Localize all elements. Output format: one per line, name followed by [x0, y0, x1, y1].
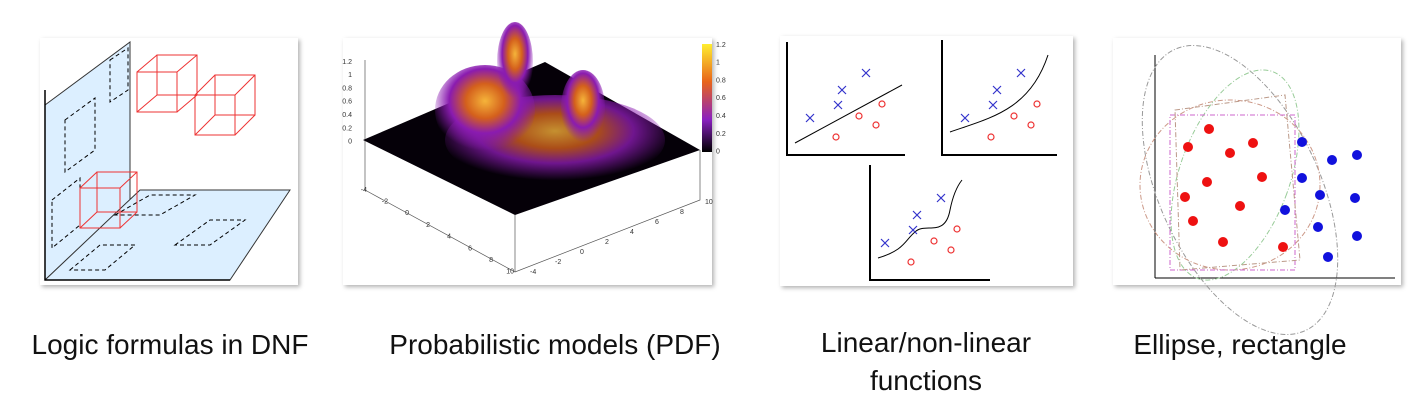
- circle-marker: [1027, 121, 1035, 129]
- blue-dot: [1352, 150, 1362, 160]
- circle-marker: [878, 100, 886, 108]
- blue-dot: [1297, 137, 1307, 147]
- cross-marker: [861, 68, 871, 78]
- z-tick-label: 0.2: [342, 125, 352, 132]
- x-tick-label: 4: [447, 234, 451, 241]
- cross-marker: [880, 238, 890, 248]
- blue-dot: [1315, 190, 1325, 200]
- cross-marker: [805, 113, 815, 123]
- cross-marker: [837, 85, 847, 95]
- red-dot: [1183, 142, 1193, 152]
- x-tick-label: 2: [426, 222, 430, 229]
- red-dot: [1248, 138, 1258, 148]
- z-tick-label: 1.2: [342, 59, 352, 66]
- caption: Linear/non-linear functions: [820, 327, 1032, 396]
- y-tick-label: 0: [580, 249, 584, 256]
- y-tick-label: 10: [705, 199, 713, 206]
- z-tick-label: 0.8: [342, 85, 352, 92]
- circle-marker: [947, 246, 955, 254]
- circle-marker: [1033, 100, 1041, 108]
- red-dot: [1202, 177, 1212, 187]
- z-tick-label: 0: [348, 139, 352, 146]
- functions-illustration: [780, 36, 1073, 286]
- y-tick-label: -2: [555, 259, 561, 266]
- cross-marker: [908, 225, 918, 235]
- cross-marker: [988, 100, 998, 110]
- circle-marker: [855, 112, 863, 120]
- red-dot: [1218, 237, 1228, 247]
- cross-marker: [960, 113, 970, 123]
- z-tick-label: 1: [348, 72, 352, 79]
- cross-marker: [992, 85, 1002, 95]
- circle-marker: [872, 121, 880, 129]
- blue-dot: [1352, 231, 1362, 241]
- colorbar-tick-label: 0.2: [716, 131, 726, 138]
- blue-dot: [1323, 252, 1333, 262]
- cross-marker: [833, 100, 843, 110]
- circle-marker: [907, 258, 915, 266]
- z-tick-label: 0.6: [342, 99, 352, 106]
- ellipse-illustration: [1113, 38, 1401, 335]
- blue-dot: [1350, 193, 1360, 203]
- blue-dot: [1297, 173, 1307, 183]
- circle-marker: [953, 225, 961, 233]
- red-dot: [1204, 124, 1214, 134]
- colorbar-tick-label: 1.2: [716, 42, 726, 49]
- x-tick-label: 0: [405, 210, 409, 217]
- red-dot: [1278, 242, 1288, 252]
- circle-marker: [987, 133, 995, 141]
- red-dot: [1225, 148, 1235, 158]
- x-tick-label: 8: [489, 257, 493, 264]
- caption: Probabilistic models (PDF): [389, 329, 721, 360]
- z-tick-label: 0.4: [342, 112, 352, 119]
- blue-dot: [1313, 222, 1323, 232]
- cross-marker: [1016, 68, 1026, 78]
- caption: Ellipse, rectangle: [1133, 329, 1347, 360]
- x-tick-label: -4: [361, 187, 367, 194]
- cross-marker: [912, 210, 922, 220]
- circle-marker: [1010, 112, 1018, 120]
- pdf-illustration: 1.2 1 0.8 0.6 0.4 0.2 0 1.2 1 0.8 0.6 0.4 0.2 0 -4 -2 0 2…: [342, 22, 726, 285]
- red-dot: [1180, 192, 1190, 202]
- y-tick-label: 4: [630, 229, 634, 236]
- red-dot: [1188, 216, 1198, 226]
- red-dot: [1257, 172, 1267, 182]
- x-tick-label: 6: [468, 245, 472, 252]
- colorbar-tick-label: 0: [716, 149, 720, 156]
- x-tick-label: -2: [382, 199, 388, 206]
- cross-marker: [936, 193, 946, 203]
- y-tick-label: 8: [680, 209, 684, 216]
- x-tick-label: 10: [506, 269, 514, 276]
- colorbar-tick-label: 1: [716, 60, 720, 67]
- dnf-illustration: [40, 38, 298, 285]
- caption: Logic formulas in DNF: [31, 329, 309, 360]
- y-tick-label: 2: [605, 239, 609, 246]
- y-tick-label: 6: [655, 219, 659, 226]
- blue-dot: [1327, 155, 1337, 165]
- colorbar-tick-label: 0.6: [716, 95, 726, 102]
- circle-marker: [832, 133, 840, 141]
- y-tick-label: -4: [530, 269, 536, 276]
- circle-marker: [930, 237, 938, 245]
- blue-dot: [1280, 205, 1290, 215]
- colorbar-tick-label: 0.4: [716, 113, 726, 120]
- colorbar-tick-label: 0.8: [716, 77, 726, 84]
- red-dot: [1235, 201, 1245, 211]
